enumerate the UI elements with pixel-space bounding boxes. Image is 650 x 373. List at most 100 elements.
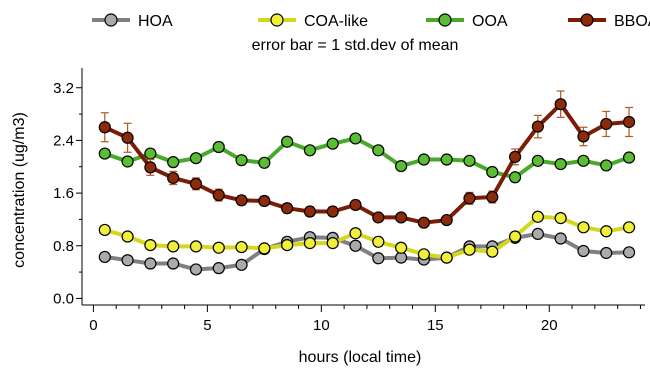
legend-item-coa-like: COA-like: [258, 13, 368, 30]
data-point: [577, 130, 590, 143]
data-point: [189, 240, 203, 253]
data-point: [121, 230, 134, 243]
data-point: [235, 258, 248, 271]
data-point: [531, 120, 544, 133]
data-point: [463, 154, 476, 167]
data-point: [600, 159, 613, 172]
data-point: [577, 154, 590, 167]
y-tick-label: 0.8: [53, 238, 74, 255]
data-point: [167, 240, 180, 253]
data-point: [189, 177, 203, 190]
data-point: [349, 239, 362, 252]
data-point: [508, 230, 522, 243]
data-point: [622, 115, 636, 129]
data-point: [577, 221, 590, 234]
data-point: [281, 238, 294, 252]
data-point: [622, 221, 636, 234]
data-point: [144, 238, 157, 252]
data-point: [326, 205, 339, 218]
data-point: [440, 251, 453, 264]
data-point: [167, 171, 180, 185]
data-point: [440, 153, 453, 166]
data-point: [212, 262, 225, 275]
x-tick-label: 10: [313, 317, 330, 334]
data-point: [258, 242, 271, 255]
data-point: [554, 158, 567, 171]
legend: HOA COA-like OOA BBOA: [92, 13, 650, 30]
data-point: [349, 132, 362, 145]
legend-label: COA-like: [304, 13, 368, 30]
data-point: [98, 223, 111, 237]
data-point: [144, 147, 157, 160]
data-point: [121, 254, 134, 267]
data-point: [326, 237, 339, 250]
legend-label: BBOA: [614, 13, 650, 30]
data-point: [258, 194, 271, 208]
error-bar-annotation: error bar = 1 std.dev of mean: [252, 37, 459, 54]
data-point: [395, 211, 408, 224]
data-point: [235, 154, 248, 167]
series-bboa: [98, 90, 636, 229]
data-point: [463, 192, 476, 205]
y-axis-label: concentration (ug/m3): [11, 112, 28, 268]
data-point: [600, 117, 613, 131]
legend-marker: [104, 13, 118, 27]
data-point: [349, 198, 362, 212]
data-point: [189, 152, 203, 165]
legend-label: OOA: [472, 13, 508, 30]
data-point: [622, 151, 636, 164]
data-point: [303, 237, 317, 250]
y-tick-label: 2.4: [53, 132, 74, 149]
data-point: [531, 154, 544, 167]
legend-marker: [270, 13, 284, 27]
data-point: [531, 210, 544, 223]
data-point: [417, 216, 431, 229]
data-point: [554, 98, 567, 111]
data-point: [486, 190, 499, 204]
x-tick-label: 20: [541, 317, 558, 334]
x-tick-label: 0: [89, 317, 97, 334]
data-point: [486, 165, 499, 179]
data-point: [554, 232, 567, 245]
data-point: [258, 156, 271, 169]
data-point: [98, 121, 111, 134]
data-point: [554, 212, 567, 225]
x-axis-label: hours (local time): [299, 349, 422, 366]
data-point: [235, 240, 248, 254]
data-point: [167, 156, 180, 169]
y-tick-label: 0.0: [53, 290, 74, 307]
data-point: [372, 235, 385, 248]
data-point: [212, 140, 225, 154]
data-point: [372, 144, 385, 157]
y-tick-label: 3.2: [53, 80, 74, 97]
data-point: [463, 243, 476, 256]
data-point: [144, 161, 157, 174]
data-point: [235, 194, 248, 207]
data-point: [417, 153, 431, 166]
data-point: [167, 257, 180, 270]
x-tick-label: 15: [427, 317, 444, 334]
data-point: [395, 159, 408, 173]
data-point: [372, 252, 385, 265]
series-line: [104, 136, 630, 180]
data-point: [622, 246, 636, 259]
data-point: [508, 150, 522, 163]
data-point: [212, 188, 225, 202]
legend-item-ooa: OOA: [426, 13, 508, 30]
data-point: [212, 241, 225, 254]
data-point: [303, 205, 317, 218]
data-point: [372, 211, 385, 224]
data-point: [395, 241, 408, 254]
legend-marker: [438, 13, 452, 27]
data-point: [600, 225, 613, 238]
data-point: [144, 257, 157, 270]
legend-label: HOA: [138, 13, 173, 30]
data-point: [281, 202, 294, 215]
series-coa-like: [98, 210, 636, 264]
axes: 0.0 0.8 1.6 2.4 3.2 0 5 10 15 20: [53, 68, 645, 334]
legend-item-hoa: HOA: [92, 13, 173, 30]
data-point: [303, 144, 317, 157]
x-tick-label: 5: [203, 317, 211, 334]
